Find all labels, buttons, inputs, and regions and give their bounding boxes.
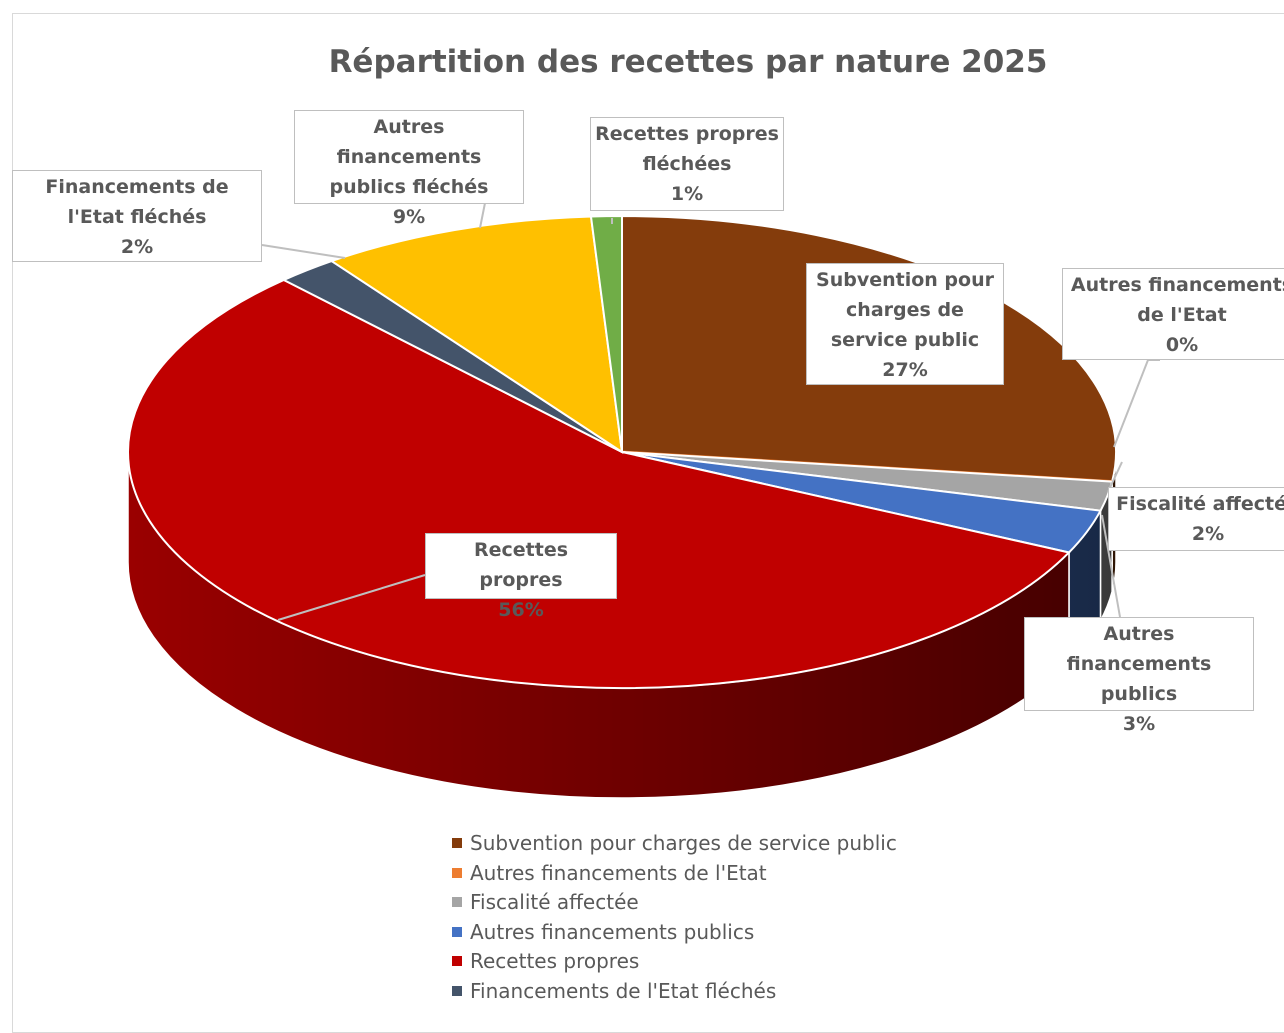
data-label-value: 3% bbox=[1122, 713, 1156, 735]
legend-swatch bbox=[452, 926, 462, 937]
data-label-value: 56% bbox=[498, 599, 544, 621]
legend-label: Recettes propres bbox=[470, 949, 640, 974]
legend-swatch bbox=[452, 897, 462, 908]
legend-label: Fiscalité affectée bbox=[470, 890, 639, 915]
legend-label: Autres financements de l'Etat bbox=[470, 860, 767, 885]
data-label: Financements de l'Etat fléchés 2% bbox=[12, 170, 262, 262]
data-label-name: Fiscalité affectée bbox=[1116, 493, 1284, 515]
data-label-value: 9% bbox=[392, 206, 426, 228]
legend-item: Recettes propres bbox=[452, 949, 639, 973]
legend-label: Autres financements publics bbox=[470, 919, 755, 944]
legend-label: Financements de l'Etat fléchés bbox=[470, 979, 777, 1003]
data-label-value: 2% bbox=[1191, 523, 1225, 545]
data-label-value: 0% bbox=[1165, 334, 1199, 356]
data-label: Autres financements de l'Etat 0% bbox=[1062, 268, 1284, 360]
legend-item: Autres financements publics bbox=[452, 920, 754, 944]
chart-title: Répartition des recettes par nature 2025 bbox=[328, 44, 1048, 80]
legend-swatch bbox=[452, 867, 462, 878]
slice bbox=[589, 214, 623, 453]
data-label-name: Autres financements de l'Etat bbox=[1070, 274, 1284, 326]
legend-label: Subvention pour charges de service publi… bbox=[470, 831, 897, 855]
data-label-name: Financements de l'Etat fléchés bbox=[45, 176, 229, 228]
data-label-value: 1% bbox=[670, 183, 704, 205]
data-label-name: Subvention pour charges de service publi… bbox=[816, 269, 994, 351]
data-label: Subvention pour charges de service publi… bbox=[806, 263, 1004, 385]
slice bbox=[329, 215, 624, 455]
legend-swatch bbox=[452, 838, 462, 848]
leader-line bbox=[1113, 359, 1160, 448]
data-label: Recettes propres fléchées 1% bbox=[590, 117, 784, 211]
legend-item: Autres financements de l'Etat bbox=[452, 861, 767, 885]
data-label: Fiscalité affectée 2% bbox=[1108, 487, 1284, 551]
legend-item: Subvention pour charges de service publi… bbox=[452, 831, 897, 855]
data-label-value: 27% bbox=[882, 359, 928, 381]
data-label: Autres financements publics fléchés 9% bbox=[294, 110, 524, 228]
data-label-name: Autres financements publics bbox=[1066, 623, 1212, 705]
leader-line bbox=[261, 244, 346, 259]
legend-swatch bbox=[452, 986, 462, 996]
legend-item: Financements de l'Etat fléchés bbox=[452, 979, 776, 1003]
slice bbox=[127, 278, 1071, 689]
leader-line bbox=[479, 202, 486, 229]
legend-item: Fiscalité affectée bbox=[452, 890, 639, 914]
data-label: Recettes propres 56% bbox=[425, 533, 617, 621]
data-label-name: Recettes propres fléchées bbox=[595, 123, 779, 175]
data-label-value: 2% bbox=[120, 236, 154, 258]
legend-swatch bbox=[452, 956, 462, 967]
leader-line bbox=[1101, 514, 1121, 618]
data-label-name: Autres financements publics fléchés bbox=[329, 116, 489, 198]
leader-line bbox=[277, 574, 426, 621]
data-label: Autres financements publics 3% bbox=[1024, 617, 1254, 735]
data-label-name: Recettes propres bbox=[473, 539, 569, 591]
